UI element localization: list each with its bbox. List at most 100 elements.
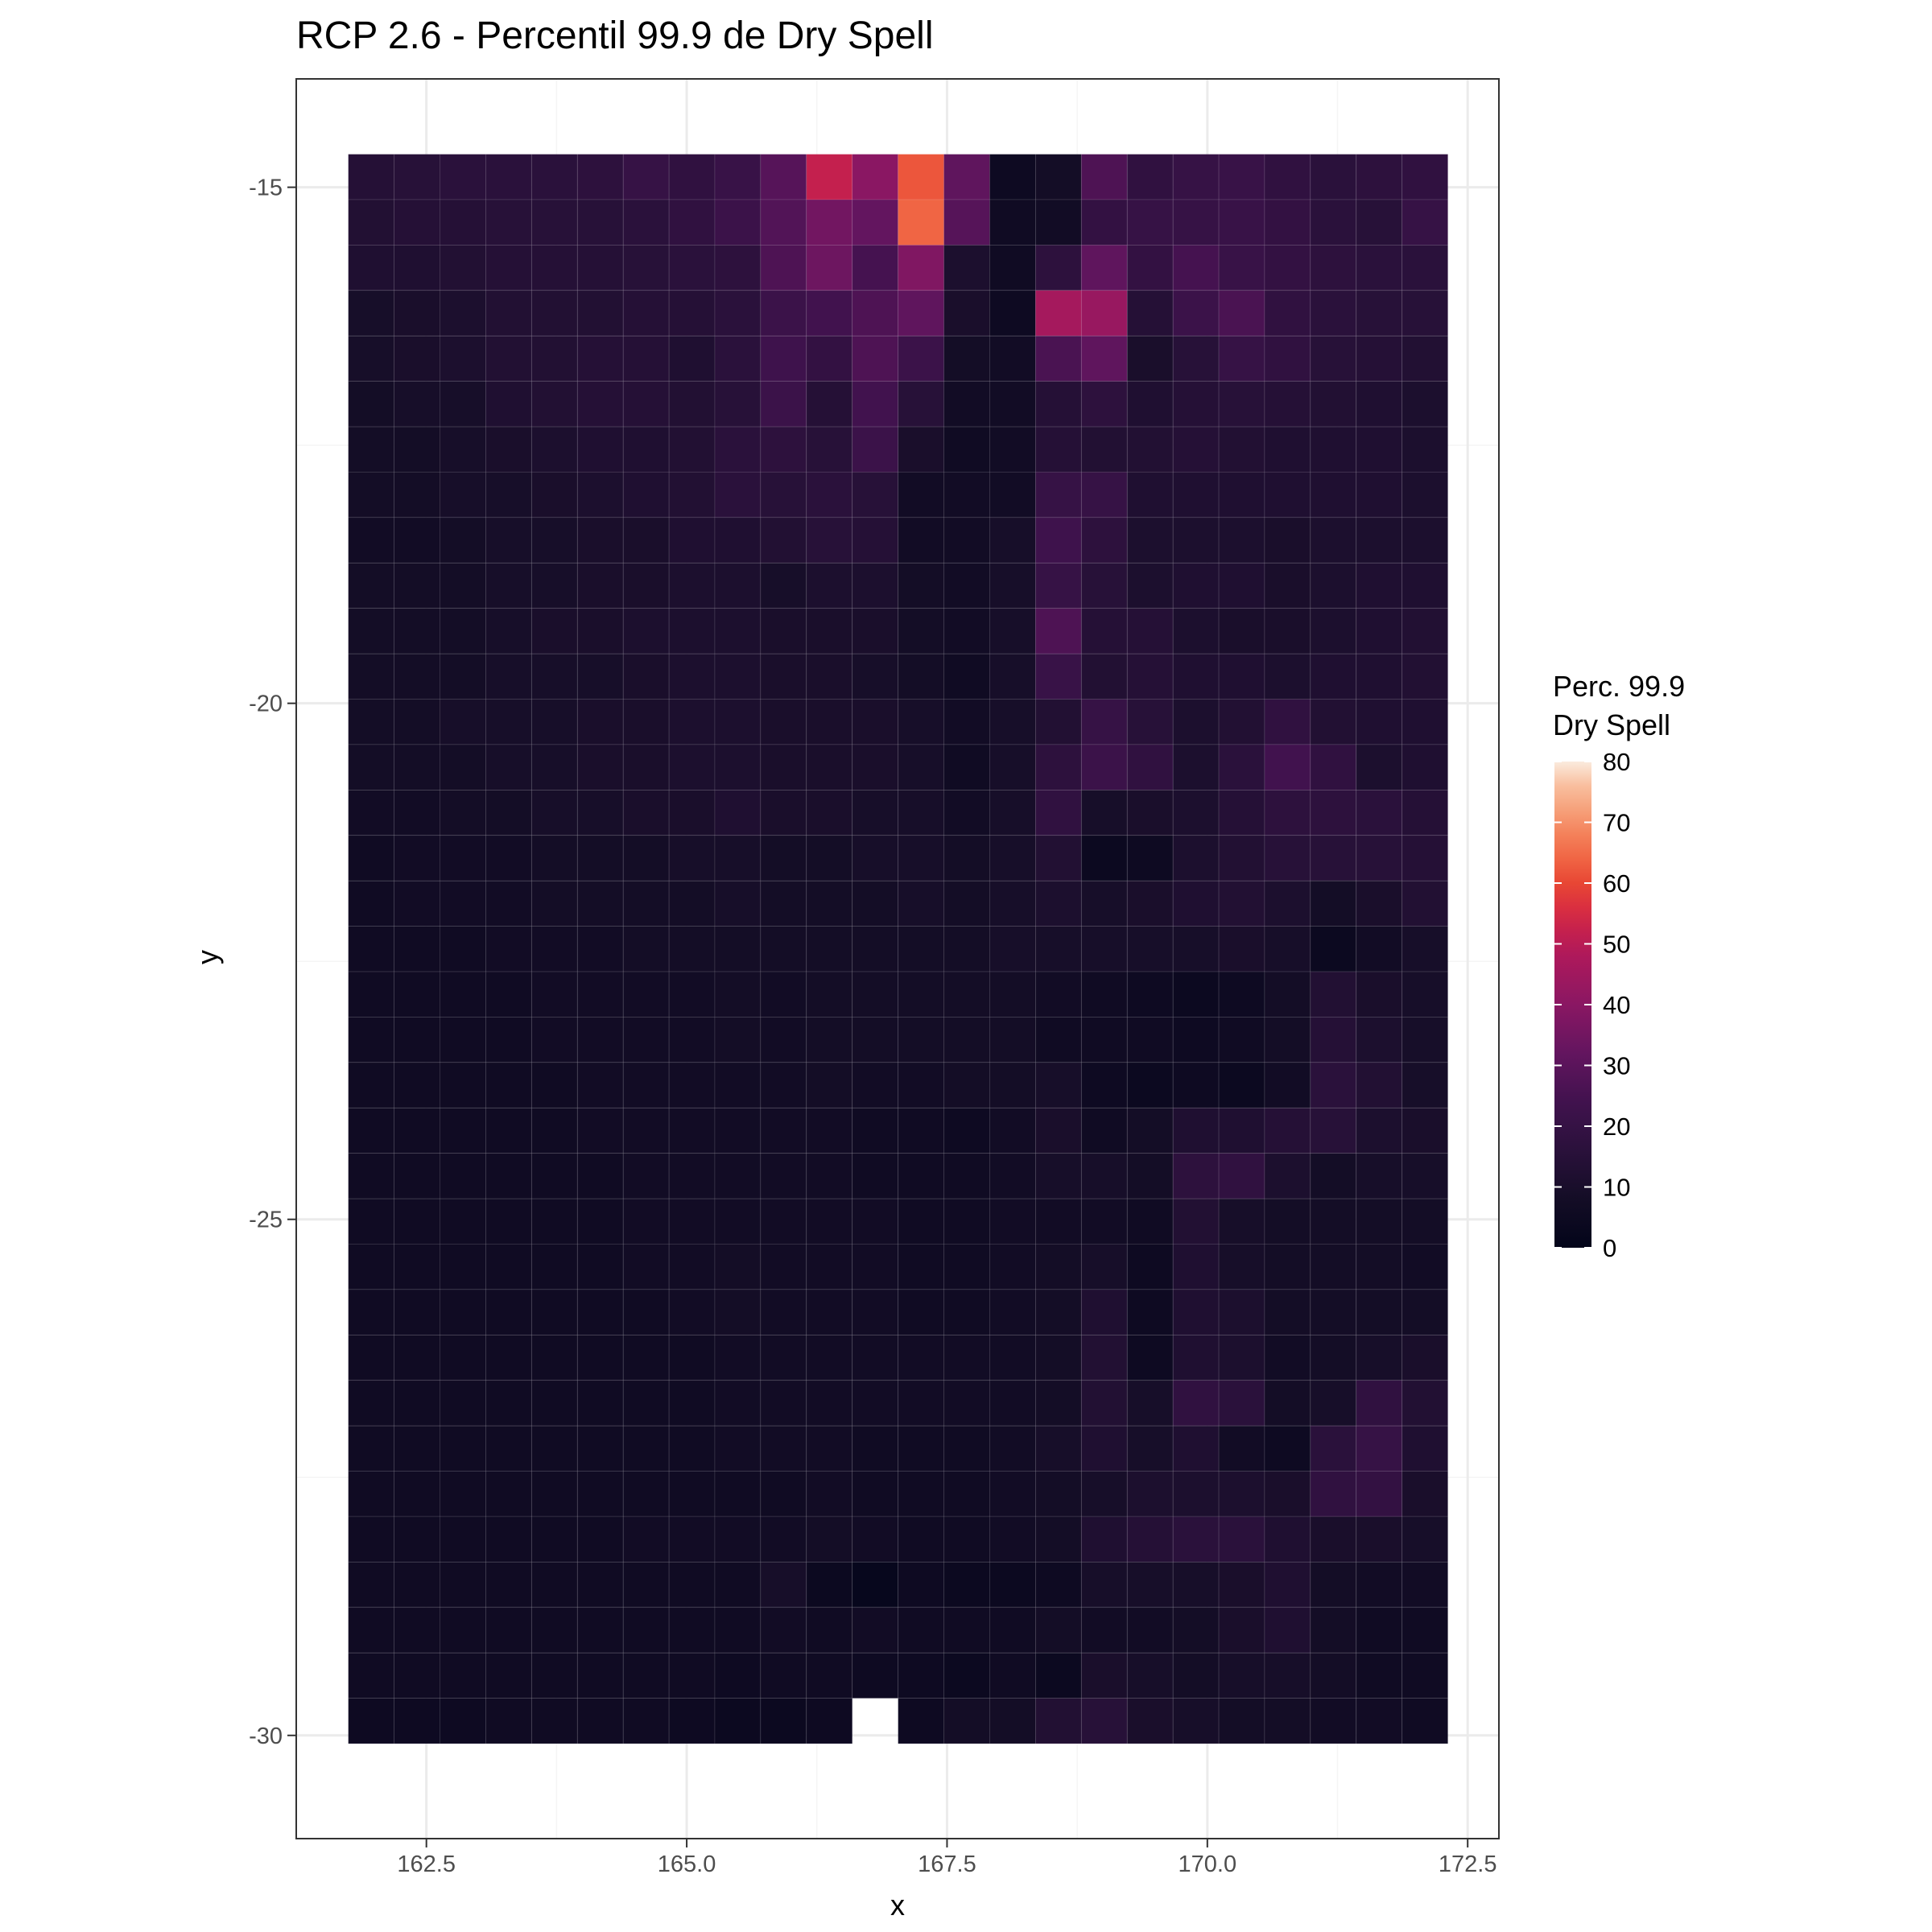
- heatmap-cell: [806, 744, 853, 791]
- heatmap-cell: [1402, 789, 1449, 836]
- heatmap-cell: [485, 381, 532, 427]
- heatmap-cell: [898, 426, 944, 473]
- heatmap-cell: [1356, 290, 1403, 336]
- heatmap-cell: [485, 472, 532, 518]
- heatmap-cell: [1080, 426, 1128, 473]
- heatmap-cell: [622, 699, 670, 745]
- heatmap-cell: [485, 608, 532, 654]
- heatmap-cell: [989, 608, 1036, 654]
- heatmap-cell: [760, 971, 807, 1018]
- heatmap-cell: [1356, 1561, 1403, 1608]
- heatmap-cell: [1126, 608, 1174, 654]
- heatmap-cell: [1310, 835, 1357, 881]
- heatmap-cell: [440, 1017, 486, 1063]
- heatmap-cell: [1402, 971, 1449, 1018]
- heatmap-cell: [989, 880, 1036, 927]
- heatmap-cell: [1172, 1698, 1220, 1744]
- heatmap-cell: [1402, 835, 1449, 881]
- heatmap-cell: [1356, 335, 1403, 382]
- heatmap-cell: [1080, 199, 1128, 246]
- heatmap-cell: [806, 653, 853, 700]
- heatmap-cell: [1310, 653, 1357, 700]
- heatmap-cell: [1218, 1561, 1265, 1608]
- heatmap-cell: [760, 381, 807, 427]
- heatmap-cell: [530, 789, 578, 836]
- heatmap-cell: [806, 1471, 853, 1517]
- heatmap-cell: [1402, 1516, 1449, 1563]
- heatmap-cell: [714, 1380, 762, 1426]
- heatmap-cell: [760, 1289, 807, 1335]
- heatmap-cell: [394, 1607, 440, 1653]
- heatmap-cell: [1356, 1380, 1403, 1426]
- heatmap-cell: [898, 880, 944, 927]
- heatmap-cell: [989, 1652, 1036, 1699]
- heatmap-cell: [622, 1425, 670, 1472]
- heatmap-cell: [1310, 608, 1357, 654]
- heatmap-cell: [1172, 653, 1220, 700]
- y-axis-label: y: [191, 950, 224, 964]
- heatmap-cell: [852, 926, 899, 972]
- heatmap-cell: [668, 290, 716, 336]
- heatmap-cell: [394, 1652, 440, 1699]
- heatmap-cell: [760, 472, 807, 518]
- heatmap-cell: [348, 1107, 394, 1154]
- heatmap-cell: [1310, 290, 1357, 336]
- heatmap-cell: [440, 290, 486, 336]
- heatmap-cell: [898, 699, 944, 745]
- heatmap-cell: [1264, 1244, 1311, 1290]
- colorbar-legend: Perc. 99.9 Dry Spell 0 10 20 30 40 50 60 70 80: [1553, 670, 1685, 1262]
- heatmap-cell: [1310, 1607, 1357, 1653]
- heatmap-cell: [1402, 1062, 1449, 1108]
- heatmap-cell: [989, 199, 1036, 246]
- heatmap-cell: [760, 1017, 807, 1063]
- heatmap-cell: [1034, 1516, 1082, 1563]
- heatmap-cell: [943, 1698, 990, 1744]
- heatmap-cell: [989, 1198, 1036, 1245]
- heatmap-cell: [943, 1380, 990, 1426]
- heatmap-cell: [1264, 245, 1311, 291]
- heatmap-cell: [1402, 154, 1449, 200]
- heatmap-cell: [1126, 1062, 1174, 1108]
- heatmap-cell: [1310, 1471, 1357, 1517]
- heatmap-cell: [1402, 1380, 1449, 1426]
- heatmap-cell: [1264, 1471, 1311, 1517]
- heatmap-cell: [760, 1380, 807, 1426]
- heatmap-cell: [668, 426, 716, 473]
- heatmap-cell: [1218, 154, 1265, 200]
- heatmap-cell: [1264, 608, 1311, 654]
- heatmap-cell: [1126, 1153, 1174, 1199]
- heatmap-cell: [943, 562, 990, 609]
- heatmap-cell: [530, 517, 578, 564]
- heatmap-cell: [622, 517, 670, 564]
- heatmap-cell: [1172, 971, 1220, 1018]
- heatmap-cell: [1080, 1198, 1128, 1245]
- heatmap-cell: [1264, 744, 1311, 791]
- heatmap-cell: [668, 1471, 716, 1517]
- heatmap-cell: [1310, 381, 1357, 427]
- heatmap-cell: [1264, 653, 1311, 700]
- heatmap-cell: [1218, 1380, 1265, 1426]
- heatmap-cell: [485, 1289, 532, 1335]
- heatmap-cell: [1356, 245, 1403, 291]
- heatmap-cell: [1172, 381, 1220, 427]
- heatmap-cell: [1356, 562, 1403, 609]
- heatmap-cell: [668, 1652, 716, 1699]
- heatmap-cell: [714, 381, 762, 427]
- heatmap-cell: [576, 1607, 624, 1653]
- y-axis: -15 -20 -25 -30: [249, 175, 296, 1749]
- heatmap-cell: [898, 199, 944, 246]
- heatmap-cell: [394, 199, 440, 246]
- heatmap-cell: [1172, 744, 1220, 791]
- heatmap-cell: [852, 517, 899, 564]
- heatmap-cell: [1080, 1380, 1128, 1426]
- heatmap-cell: [530, 1652, 578, 1699]
- heatmap-cell: [1218, 335, 1265, 382]
- heatmap-cell: [989, 744, 1036, 791]
- heatmap-cell: [1218, 971, 1265, 1018]
- heatmap-cell: [622, 1471, 670, 1517]
- heatmap-cell: [394, 1471, 440, 1517]
- x-tick-label: 167.5: [918, 1852, 976, 1877]
- heatmap-cell: [622, 1334, 670, 1381]
- heatmap-cell: [806, 1652, 853, 1699]
